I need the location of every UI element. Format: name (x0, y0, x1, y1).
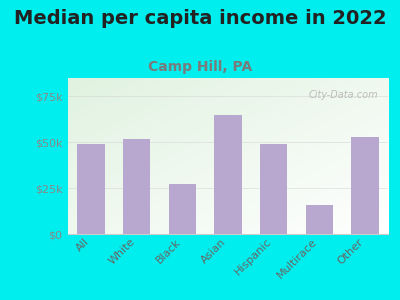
Text: City-Data.com: City-Data.com (309, 91, 378, 100)
Bar (214, 115, 242, 234)
Text: Camp Hill, PA: Camp Hill, PA (148, 60, 252, 74)
Bar (352, 137, 379, 234)
Bar (123, 140, 150, 234)
Bar (77, 144, 104, 234)
Bar (306, 205, 333, 234)
Bar (168, 184, 196, 234)
Bar (260, 144, 288, 234)
Text: Median per capita income in 2022: Median per capita income in 2022 (14, 9, 386, 28)
